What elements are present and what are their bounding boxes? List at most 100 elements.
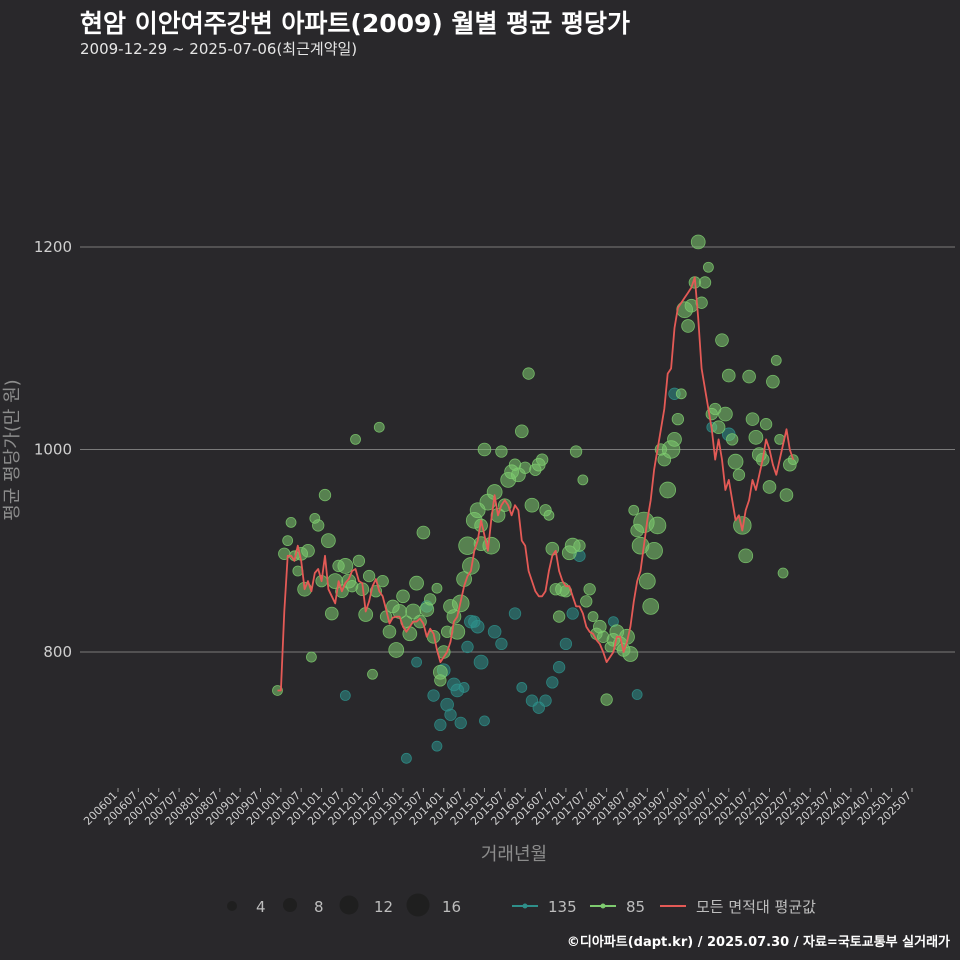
point-85-9 xyxy=(306,651,317,663)
average-line-layer xyxy=(277,276,795,692)
point-85-67 xyxy=(495,445,508,458)
point-85-131 xyxy=(711,420,726,435)
point-85-113 xyxy=(648,516,667,535)
point-85-19 xyxy=(337,558,354,574)
point-85-8 xyxy=(301,543,315,558)
point-135-2 xyxy=(411,656,422,668)
point-85-151 xyxy=(779,488,794,502)
legend-dot-85 xyxy=(600,903,606,909)
chart-title: 현암 이안여주강변 아파트(2009) 월별 평균 평당가 xyxy=(80,9,630,38)
legend-size-circle-16 xyxy=(406,893,430,917)
point-135-4 xyxy=(427,689,440,702)
point-85-13 xyxy=(318,488,332,502)
point-85-3 xyxy=(285,517,297,528)
point-85-62 xyxy=(477,442,492,457)
point-85-75 xyxy=(522,367,535,380)
y-axis-label: 평균 평당가(만 원) xyxy=(2,379,23,520)
point-85-36 xyxy=(396,589,410,604)
legend-size-label-16: 16 xyxy=(442,898,461,916)
y-tick-label-1200: 1200 xyxy=(34,238,72,256)
point-85-150 xyxy=(777,567,789,579)
point-85-40 xyxy=(409,575,424,591)
point-135-27 xyxy=(546,676,559,689)
chart-subtitle: 2009-12-29 ~ 2025-07-06(최근계약일) xyxy=(80,40,358,58)
legend-label-average: 모든 면적대 평균값 xyxy=(696,898,816,916)
scatter-points xyxy=(272,234,799,764)
point-85-110 xyxy=(638,572,656,590)
point-85-32 xyxy=(382,624,397,639)
point-135-9 xyxy=(444,708,457,721)
y-axis-ticks: 800 1000 1200 xyxy=(34,238,72,661)
point-85-27 xyxy=(367,668,378,680)
point-85-145 xyxy=(759,418,773,431)
point-85-23 xyxy=(352,554,366,568)
point-85-105 xyxy=(622,646,639,662)
point-85-119 xyxy=(671,412,685,426)
point-85-46 xyxy=(431,582,443,594)
point-85-2 xyxy=(282,535,294,547)
point-85-81 xyxy=(543,509,555,521)
point-85-116 xyxy=(659,481,677,499)
legend-label-135: 135 xyxy=(548,898,577,916)
point-135-29 xyxy=(559,637,573,651)
average-line xyxy=(277,276,795,692)
point-85-44 xyxy=(424,593,437,606)
point-135-5 xyxy=(431,740,443,752)
point-85-29 xyxy=(373,421,385,433)
point-85-74 xyxy=(519,461,532,474)
point-135-0 xyxy=(339,690,351,701)
legend-size-circle-8 xyxy=(283,898,297,912)
point-85-91 xyxy=(577,474,589,486)
point-135-22 xyxy=(508,607,522,620)
point-135-18 xyxy=(473,654,489,670)
point-85-79 xyxy=(535,453,549,466)
point-135-19 xyxy=(479,715,490,727)
point-85-93 xyxy=(583,583,596,596)
point-85-141 xyxy=(745,412,760,426)
legend-size-circle-12 xyxy=(339,895,359,915)
point-85-42 xyxy=(416,525,431,540)
point-85-106 xyxy=(628,504,640,516)
point-85-148 xyxy=(770,355,782,366)
legend-size-label-8: 8 xyxy=(314,898,324,916)
point-85-84 xyxy=(552,610,566,623)
point-85-133 xyxy=(718,406,733,422)
point-135-14 xyxy=(461,640,474,654)
point-85-76 xyxy=(524,497,540,513)
point-85-126 xyxy=(695,296,708,309)
point-85-112 xyxy=(645,541,663,560)
point-85-89 xyxy=(569,445,583,458)
point-85-137 xyxy=(732,468,746,481)
point-135-26 xyxy=(539,694,552,707)
point-85-135 xyxy=(726,433,739,446)
point-85-140 xyxy=(742,369,756,384)
point-85-125 xyxy=(690,234,706,250)
point-135-12 xyxy=(454,716,467,730)
point-85-132 xyxy=(715,333,729,347)
point-85-98 xyxy=(600,693,613,706)
point-85-73 xyxy=(514,424,529,439)
point-135-17 xyxy=(470,619,485,634)
y-tick-label-1000: 1000 xyxy=(34,441,72,459)
point-135-6 xyxy=(434,718,447,732)
legend-label-85: 85 xyxy=(626,898,645,916)
point-85-139 xyxy=(738,548,754,564)
point-85-34 xyxy=(388,642,405,658)
x-axis-label: 거래년월 xyxy=(481,844,547,865)
point-135-28 xyxy=(552,661,566,674)
legend-size-label-12: 12 xyxy=(374,898,393,916)
point-135-23 xyxy=(516,682,528,693)
point-85-136 xyxy=(727,453,744,470)
point-85-26 xyxy=(362,569,376,583)
point-85-142 xyxy=(748,429,764,445)
point-85-122 xyxy=(681,319,695,333)
point-85-48 xyxy=(434,674,447,687)
legend-size-circle-4 xyxy=(227,901,237,911)
point-85-22 xyxy=(350,433,361,445)
point-135-20 xyxy=(487,624,502,639)
x-axis-ticks: 2006012006072007012007072008012008072009… xyxy=(81,788,914,828)
legend: 4 8 12 16 135 85 모든 면적대 평균값 xyxy=(227,893,816,917)
y-tick-label-800: 800 xyxy=(43,643,72,661)
point-85-120 xyxy=(675,388,687,400)
